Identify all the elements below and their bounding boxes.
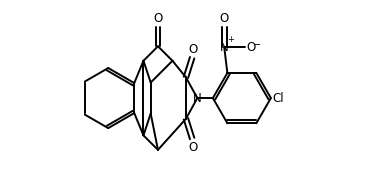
Text: +: + (227, 35, 235, 44)
Text: N: N (193, 92, 202, 105)
Text: O: O (153, 12, 162, 25)
Text: O: O (220, 12, 229, 25)
Text: Cl: Cl (273, 92, 284, 105)
Text: N: N (220, 41, 229, 54)
Text: O: O (188, 43, 198, 56)
Text: O: O (188, 141, 198, 154)
Text: −: − (253, 40, 261, 50)
Text: O: O (247, 41, 256, 54)
